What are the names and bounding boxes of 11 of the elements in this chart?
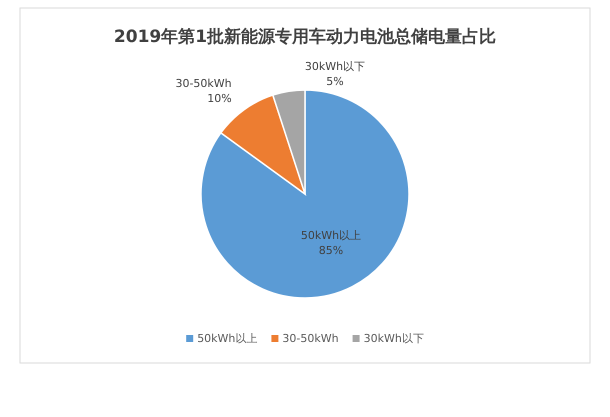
pie-slice [200,89,410,299]
legend-label: 50kWh以上 [197,332,258,345]
legend-label: 30kWh以下 [364,332,424,345]
data-label: 5% [326,75,344,88]
data-label: 10% [207,92,232,106]
slice-label: 50kWh以上 [300,228,362,242]
data-label: 85% [318,244,344,257]
legend-label: 30-50kWh [282,332,339,345]
slice-label: 30kWh以下 [304,60,366,73]
chart-title: 2019年第1批新能源专用车动力电池总储电量占比 [114,27,496,47]
slice-label: 30-50kWh [175,77,232,90]
